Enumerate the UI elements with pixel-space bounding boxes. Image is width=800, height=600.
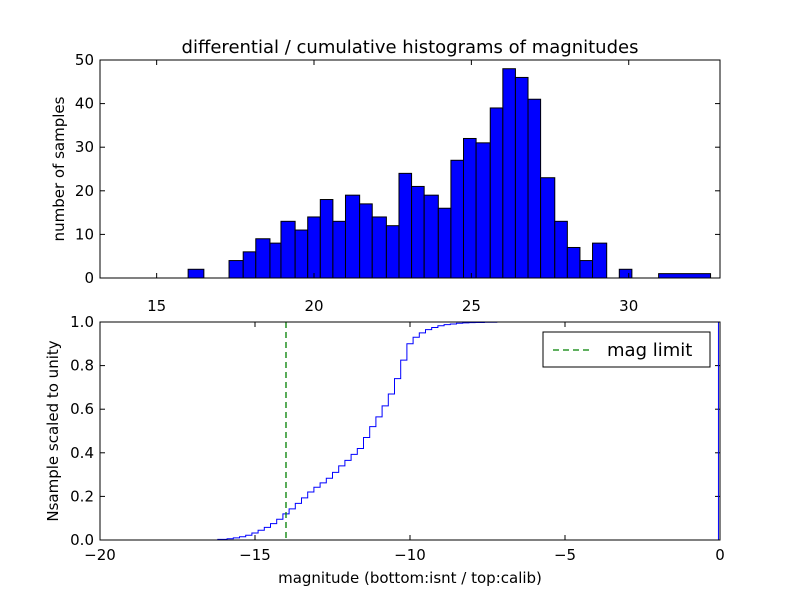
histogram-bar-18	[371, 216, 387, 279]
histogram-bar-19	[385, 225, 400, 279]
histogram-bar-34	[579, 260, 594, 279]
bottom-y-tick-label: 1.0	[70, 313, 94, 331]
legend-box	[542, 331, 711, 368]
histogram-bar-32	[554, 220, 568, 279]
histogram-bar-24	[450, 159, 465, 279]
bottom-x-tick-label: 0	[715, 546, 725, 564]
histogram-bar-23	[437, 207, 452, 279]
histogram-bar-27	[489, 107, 504, 279]
histogram-bar-17	[359, 203, 373, 279]
histogram-bar-10	[269, 242, 282, 279]
histogram-bar-7	[228, 260, 244, 279]
bottom-y-tick-label: 0.4	[70, 444, 94, 462]
histogram-bar-22	[423, 194, 439, 279]
chart-title: differential / cumulative histograms of …	[182, 37, 639, 58]
top-y-tick-label: 50	[75, 51, 94, 69]
histogram-bar-13	[307, 216, 321, 279]
histogram-bar-37	[618, 268, 633, 279]
legend-label-mag-limit: mag limit	[607, 340, 692, 361]
histogram-bar-15	[332, 220, 346, 279]
histogram-bars	[187, 68, 712, 279]
top-x-tick-label: 15	[147, 297, 166, 315]
histogram-bar-30	[527, 98, 542, 279]
histogram-bar-33	[566, 246, 581, 279]
histogram-bar-9	[255, 238, 271, 279]
histogram-bar-11	[280, 220, 296, 279]
cumulative-line	[100, 321, 719, 541]
top-plot-frame	[99, 59, 721, 279]
top-x-tick-label: 30	[619, 297, 638, 315]
bottom-plot-frame	[99, 321, 721, 541]
top-y-tick-label: 40	[75, 95, 94, 113]
top-y-axis-label: number of samples	[50, 96, 68, 241]
histogram-bar-25	[463, 137, 477, 279]
top-axis-ticks: 0 10 20 30 40 50 15 20 25 30	[75, 51, 720, 315]
bottom-x-tick-label: −10	[394, 546, 426, 564]
top-y-tick-label: 30	[75, 138, 94, 156]
bottom-x-tick-label: −5	[554, 546, 576, 564]
histogram-bar-8	[242, 251, 257, 279]
legend: mag limit	[542, 331, 711, 368]
histogram-bar-39	[658, 273, 712, 279]
histogram-bar-26	[475, 142, 491, 279]
top-y-tick-label: 10	[75, 225, 94, 243]
bottom-y-tick-label: 0.0	[70, 531, 94, 549]
histogram-bar-35	[592, 242, 608, 279]
bottom-y-axis-label: Nsample scaled to unity	[44, 340, 62, 521]
top-y-tick-label: 0	[84, 269, 94, 287]
histogram-bar-31	[540, 177, 556, 279]
histogram-bar-12	[294, 229, 309, 279]
top-x-tick-label: 20	[304, 297, 323, 315]
histogram-bar-29	[514, 76, 529, 279]
bottom-y-tick-label: 0.2	[70, 487, 94, 505]
top-x-tick-label: 25	[462, 297, 481, 315]
bottom-x-axis-label: magnitude (bottom:isnt / top:calib)	[278, 569, 542, 587]
histogram-bar-16	[344, 194, 361, 279]
bottom-axis-ticks: 0.0 0.2 0.4 0.6 0.8 1.0 −20 −15 −10 −5 0	[70, 313, 725, 564]
bottom-y-tick-label: 0.6	[70, 400, 94, 418]
bottom-x-tick-label: −20	[84, 546, 116, 564]
histogram-bar-21	[411, 185, 425, 279]
histogram-bar-5	[187, 268, 205, 279]
histogram-bar-20	[398, 172, 413, 279]
histogram-bar-28	[502, 68, 516, 279]
bottom-y-tick-label: 0.8	[70, 357, 94, 375]
top-y-tick-label: 20	[75, 182, 94, 200]
bottom-x-tick-label: −15	[239, 546, 271, 564]
histogram-bar-14	[319, 199, 334, 279]
